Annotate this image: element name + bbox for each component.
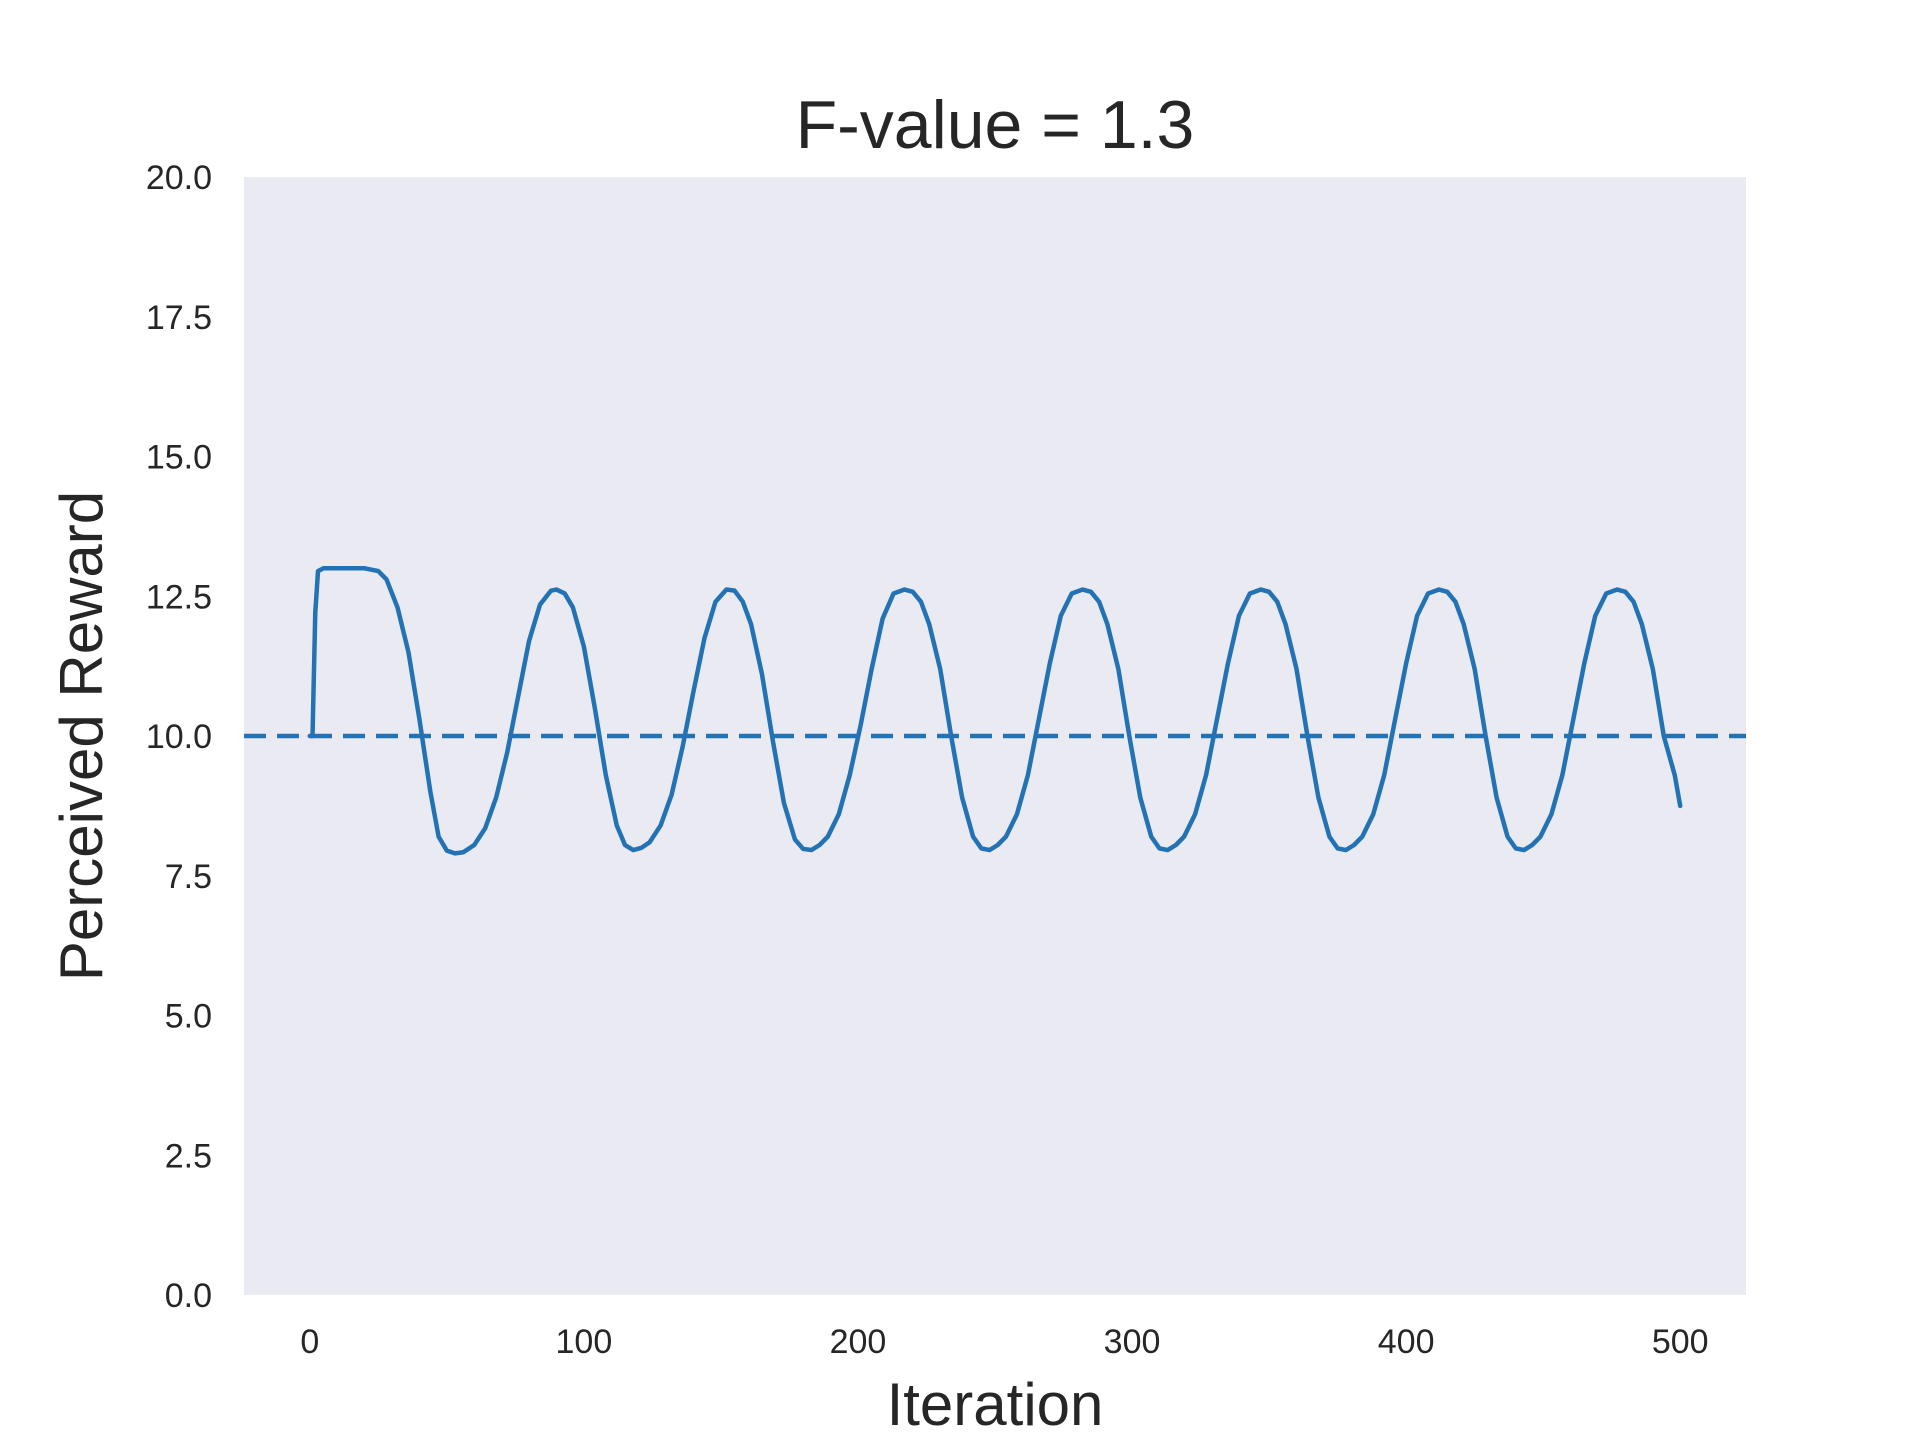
y-tick-label: 5.0 xyxy=(165,998,212,1036)
y-tick-label: 7.5 xyxy=(165,858,212,896)
y-tick-label: 2.5 xyxy=(165,1137,212,1175)
x-tick-label: 500 xyxy=(1652,1323,1709,1361)
plot-area xyxy=(244,177,1746,1295)
x-tick-label: 300 xyxy=(1104,1323,1161,1361)
y-axis-label: Perceived Reward xyxy=(48,491,115,981)
y-tick-label: 17.5 xyxy=(146,299,212,337)
x-tick-label: 400 xyxy=(1378,1323,1435,1361)
x-axis-ticks: 0 100 200 300 400 500 xyxy=(300,1323,1708,1361)
x-axis-label: Iteration xyxy=(887,1371,1104,1438)
y-tick-label: 12.5 xyxy=(146,578,212,616)
y-tick-label: 20.0 xyxy=(146,159,212,197)
y-axis-ticks: 0.0 2.5 5.0 7.5 10.0 12.5 15.0 17.5 20.0 xyxy=(146,159,212,1315)
series-layer xyxy=(244,566,1746,856)
x-tick-label: 200 xyxy=(830,1323,887,1361)
x-tick-label: 0 xyxy=(300,1323,319,1361)
x-tick-label: 100 xyxy=(556,1323,613,1361)
chart-title: F-value = 1.3 xyxy=(796,87,1195,163)
y-tick-label: 0.0 xyxy=(165,1277,212,1315)
y-tick-label: 10.0 xyxy=(146,718,212,756)
series-line xyxy=(307,566,1683,856)
y-tick-label: 15.0 xyxy=(146,439,212,477)
